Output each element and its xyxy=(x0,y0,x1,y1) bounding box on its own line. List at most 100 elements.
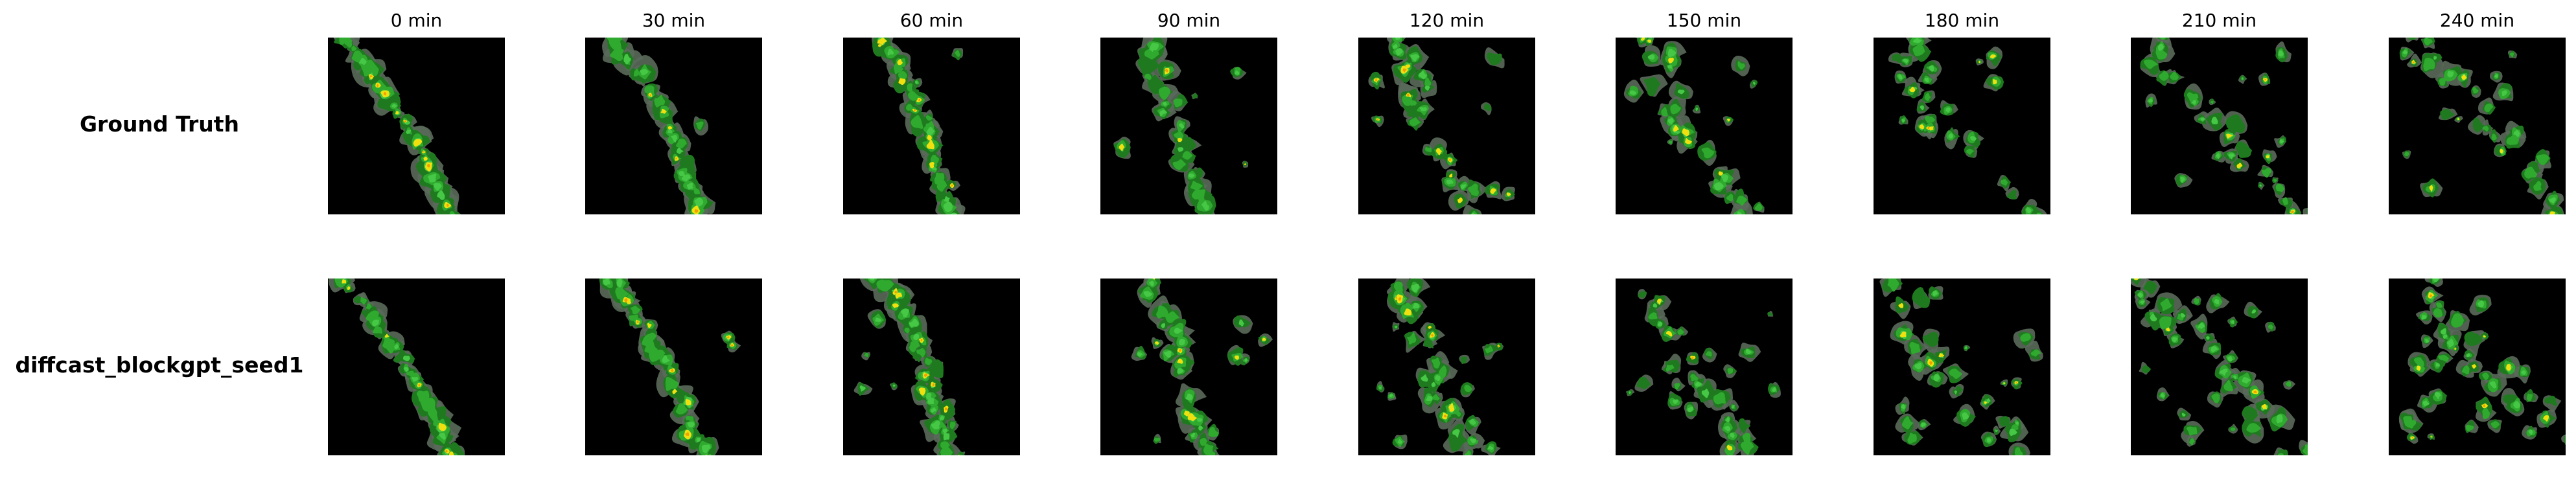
radar-echo-image xyxy=(1879,279,2043,455)
echo-light-green-cell xyxy=(1394,325,1398,328)
column-label-4: 120 min xyxy=(1409,10,1485,31)
radar-echo-image xyxy=(1626,289,1781,455)
echo-orange-core xyxy=(675,157,678,159)
echo-light-green-cell xyxy=(2251,309,2257,313)
echo-yellow-core xyxy=(1673,125,1679,132)
echo-green-cell xyxy=(1690,374,1699,381)
echo-light-green-cell xyxy=(1163,350,1172,358)
echo-green-cell xyxy=(1949,369,1962,379)
echo-orange-core xyxy=(1179,348,1182,352)
echo-light-green-cell xyxy=(1419,107,1428,111)
echo-yellow-core xyxy=(877,38,888,45)
echo-orange-core xyxy=(1244,163,1246,165)
echo-orange-core xyxy=(2264,78,2267,80)
echo-yellow-core xyxy=(895,292,902,299)
echo-green-cell xyxy=(2436,302,2443,308)
echo-dark-green-cell xyxy=(1999,416,2010,427)
echo-light-green-cell xyxy=(1178,123,1185,129)
echo-light-green-cell xyxy=(1945,107,1951,113)
echo-yellow-core xyxy=(927,135,932,141)
echo-green-cell xyxy=(949,422,956,429)
echo-light-green-cell xyxy=(1185,393,1193,401)
echo-dark-green-cell xyxy=(1643,76,1661,97)
echo-light-green-cell xyxy=(949,212,958,214)
echo-light-green-cell xyxy=(1163,102,1168,106)
radar-panel-r1-c2 xyxy=(843,279,1020,455)
echo-green-cell xyxy=(1901,416,1914,429)
echo-green-cell xyxy=(1154,437,1161,442)
echo-dark-green-cell xyxy=(2407,38,2416,41)
echo-green-cell xyxy=(876,279,894,291)
echo-dark-green-cell xyxy=(1137,56,1160,76)
echo-light-green-cell xyxy=(406,130,412,134)
echo-orange-core xyxy=(932,383,935,387)
echo-green-cell xyxy=(2424,38,2433,46)
echo-orange-core xyxy=(951,184,953,187)
echo-orange-core xyxy=(1448,159,1451,161)
echo-light-green-cell xyxy=(1772,387,1777,392)
echo-green-cell xyxy=(2484,103,2494,113)
echo-light-green-cell xyxy=(2148,98,2153,103)
echo-green-cell xyxy=(2186,426,2198,436)
echo-light-green-cell xyxy=(2192,100,2196,105)
echo-yellow-core xyxy=(2236,163,2243,169)
echo-green-cell xyxy=(351,45,357,52)
echo-green-cell xyxy=(2001,179,2008,186)
echo-yellow-core xyxy=(892,303,899,308)
echo-orange-core xyxy=(685,432,690,437)
echo-light-green-cell xyxy=(1446,179,1454,185)
echo-light-green-cell xyxy=(625,60,630,65)
echo-green-cell xyxy=(1740,440,1754,455)
echo-light-green-cell xyxy=(2433,279,2439,282)
echo-light-green-cell xyxy=(1677,89,1685,95)
echo-yellow-core xyxy=(395,111,399,115)
echo-green-cell xyxy=(1925,115,1936,124)
echo-light-green-cell xyxy=(1395,48,1403,56)
echo-green-cell xyxy=(615,287,630,300)
echo-green-cell xyxy=(1465,450,1471,455)
echo-dark-green-cell xyxy=(2464,331,2483,347)
echo-orange-core xyxy=(1165,69,1168,73)
echo-light-green-cell xyxy=(909,319,919,328)
echo-light-green-cell xyxy=(2198,323,2205,330)
echo-yellow-core xyxy=(685,398,691,405)
echo-light-green-cell xyxy=(1667,49,1677,58)
echo-light-green-cell xyxy=(1410,54,1420,62)
echo-green-cell xyxy=(1966,148,1975,155)
echo-green-cell xyxy=(2159,38,2166,40)
echo-green-cell xyxy=(2509,52,2514,58)
echo-green-cell xyxy=(1924,93,1931,102)
echo-light-green-cell xyxy=(942,428,947,433)
echo-orange-core xyxy=(404,120,407,123)
echo-orange-core xyxy=(2015,381,2017,384)
echo-light-green-cell xyxy=(2026,207,2032,214)
echo-green-cell xyxy=(1407,332,1417,345)
echo-green-cell xyxy=(649,348,666,362)
radar-echo-image xyxy=(602,38,716,214)
echo-light-green-cell xyxy=(394,344,399,350)
echo-light-green-cell xyxy=(428,174,437,183)
echo-green-cell xyxy=(449,211,456,214)
echo-light-green-cell xyxy=(1419,71,1427,80)
echo-light-green-cell xyxy=(2421,314,2427,320)
echo-green-cell xyxy=(1705,351,1712,357)
echo-green-cell xyxy=(893,49,899,56)
echo-light-green-cell xyxy=(1673,399,1678,404)
radar-echo-image xyxy=(1888,38,2047,214)
echo-light-green-cell xyxy=(1924,78,1929,82)
echo-light-green-cell xyxy=(1452,429,1460,438)
echo-light-green-cell xyxy=(671,135,678,142)
echo-green-cell xyxy=(630,305,641,315)
echo-gray-cell xyxy=(1730,200,1753,214)
echo-dark-green-cell xyxy=(2007,190,2017,199)
echo-green-cell xyxy=(864,352,869,357)
echo-light-green-cell xyxy=(679,170,686,177)
echo-green-cell xyxy=(351,50,364,63)
echo-orange-core xyxy=(1927,126,1930,130)
echo-yellow-core xyxy=(918,387,926,396)
echo-green-cell xyxy=(911,115,923,129)
echo-orange-core xyxy=(418,384,421,387)
echo-yellow-core xyxy=(877,44,882,47)
echo-light-green-cell xyxy=(1970,136,1977,141)
echo-green-cell xyxy=(1424,77,1432,87)
